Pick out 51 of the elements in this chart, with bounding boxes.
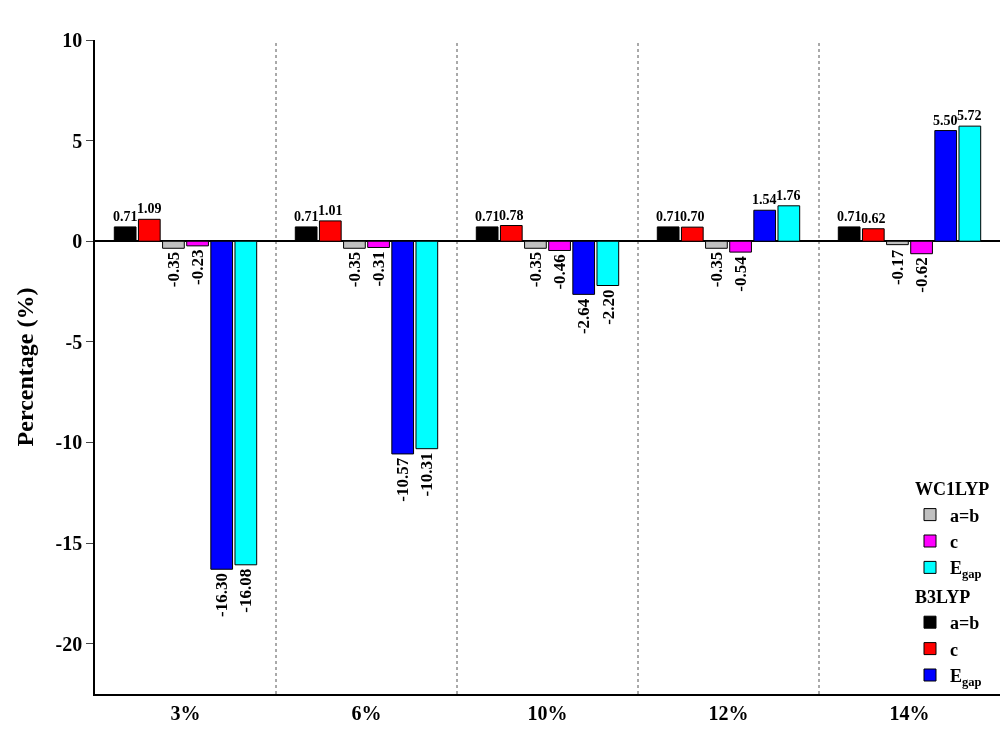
data-label: 0.71 [837, 209, 862, 224]
data-label: 0.71 [113, 209, 138, 224]
y-axis-title: Percentage (%) [12, 287, 39, 447]
data-label: -0.35 [706, 251, 726, 288]
data-label: -0.35 [344, 251, 364, 288]
legend-label: E$_{gap}$ [950, 666, 982, 689]
data-label: -16.08 [236, 568, 256, 613]
data-label: 0.71 [294, 209, 319, 224]
data-label: -2.64 [574, 298, 594, 335]
data-label: 1.76 [776, 188, 801, 203]
x-tick-label: 10% [527, 701, 568, 724]
x-tick-label: 12% [708, 701, 749, 724]
data-label: 1.01 [318, 203, 343, 218]
y-tick-label: -15 [55, 532, 83, 555]
data-label: -0.23 [188, 249, 208, 285]
y-tick-label: -5 [65, 330, 83, 353]
data-label: -0.46 [549, 254, 569, 290]
data-label: 0.62 [861, 211, 886, 226]
data-label: -16.30 [212, 573, 232, 617]
legend-label: a=b [950, 505, 980, 526]
text: WC1LYP [915, 479, 990, 500]
y-tick-label: -20 [55, 632, 83, 655]
data-label: -10.57 [392, 457, 412, 502]
data-label: -0.35 [525, 251, 545, 288]
x-tick-label: 14% [889, 701, 930, 724]
text: B3LYP [915, 586, 971, 607]
data-label: 1.54 [752, 192, 777, 207]
y-tick-label: 0 [72, 230, 83, 253]
data-label: -2.20 [598, 289, 618, 325]
data-label: -10.31 [417, 452, 437, 497]
data-label: 1.09 [137, 201, 162, 216]
y-tick-label: 5 [72, 129, 83, 152]
legend-label: E$_{gap}$ [950, 558, 982, 582]
legend-label: c [950, 639, 958, 660]
x-tick-label: 6% [351, 701, 382, 724]
y-tick-label: -10 [55, 431, 83, 454]
data-label: 0.70 [680, 209, 705, 224]
legend-label: c [950, 532, 958, 553]
data-label: -0.17 [887, 249, 907, 286]
data-label: 5.72 [957, 108, 982, 123]
data-label: 5.50 [933, 113, 958, 128]
x-tick-label: 3% [170, 701, 201, 724]
data-label: -0.54 [731, 255, 751, 292]
y-tick-label: 10 [62, 29, 83, 51]
data-label: -0.35 [163, 251, 183, 288]
legend-label: a=b [950, 613, 980, 634]
data-label: 0.71 [656, 209, 681, 224]
data-label: 0.71 [475, 209, 500, 224]
data-label: 0.78 [499, 208, 524, 223]
data-label: -0.31 [368, 251, 388, 287]
data-label: -0.62 [912, 257, 932, 293]
